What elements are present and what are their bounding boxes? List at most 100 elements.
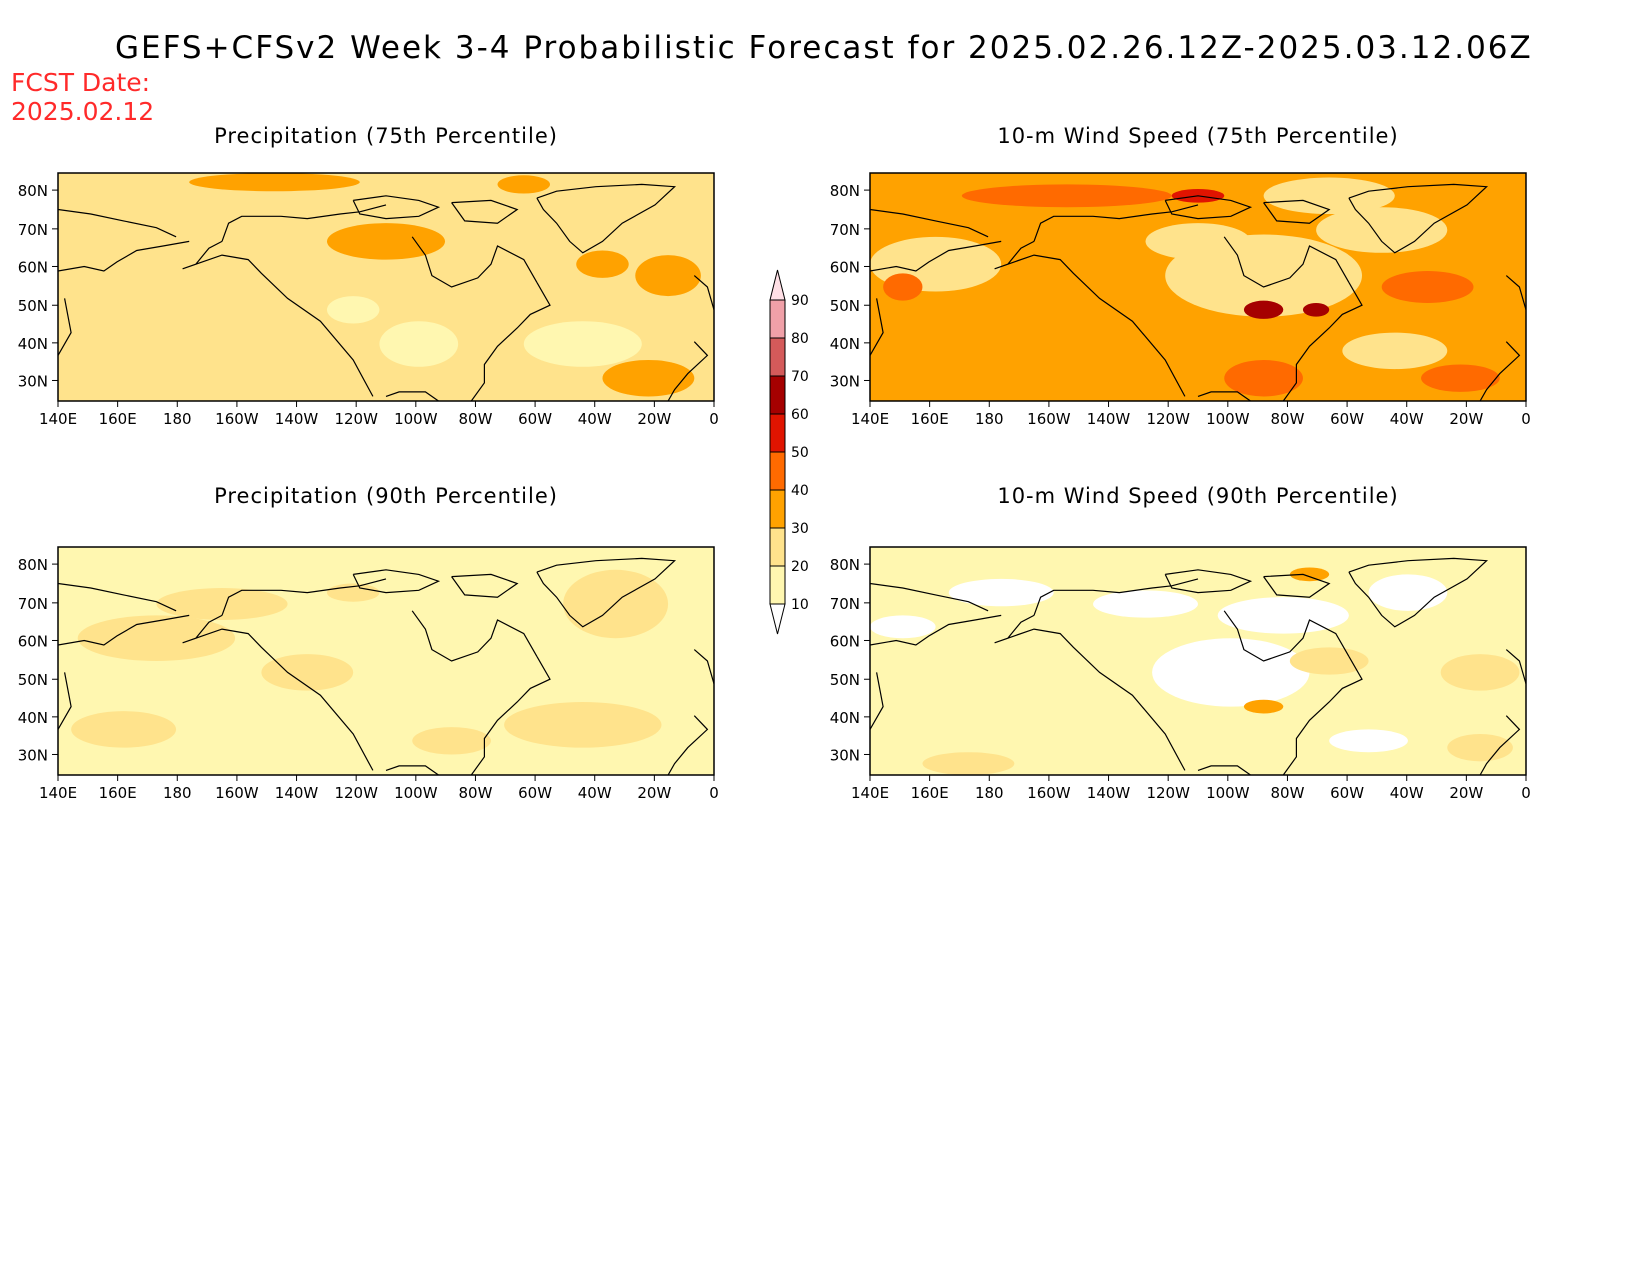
probability-region <box>497 175 550 194</box>
lat-label: 40N <box>18 335 48 353</box>
probability-region <box>523 321 642 367</box>
map-frame <box>869 172 1527 402</box>
probability-region <box>1447 733 1513 762</box>
colorbar-label: 40 <box>791 483 809 499</box>
colorbar-top-triangle <box>769 269 786 301</box>
colorbar-box <box>769 527 786 567</box>
lat-label: 50N <box>830 297 860 315</box>
probability-region <box>1093 590 1198 618</box>
colorbar-label: 90 <box>791 293 809 309</box>
coastline <box>221 578 387 616</box>
coastline <box>182 614 374 771</box>
fcst-date-value: 2025.02.12 <box>11 97 155 126</box>
coastline <box>1282 656 1363 775</box>
lon-label: 0 <box>709 784 719 802</box>
colorbar-label: 10 <box>791 597 809 613</box>
lon-label: 160E <box>99 410 137 428</box>
lat-label: 60N <box>18 632 48 650</box>
coastline <box>182 240 374 397</box>
panel-title-precip-90: Precipitation (90th Percentile) <box>214 484 558 508</box>
probability-region <box>635 255 701 297</box>
probability-region <box>189 173 360 192</box>
lon-label: 140W <box>275 784 319 802</box>
coastline <box>1164 195 1253 220</box>
lon-label: 140E <box>851 784 889 802</box>
lon-label: 0 <box>1521 410 1531 428</box>
lat-label: 70N <box>18 221 48 239</box>
lon-label: 120W <box>1146 784 1190 802</box>
colorbar-label: 60 <box>791 407 809 423</box>
probability-region <box>1368 574 1448 611</box>
coastline <box>470 282 551 401</box>
probability-region <box>870 615 936 639</box>
lon-label: 60W <box>518 410 552 428</box>
coastline <box>58 298 72 356</box>
coastline <box>870 614 1002 646</box>
lon-label: 60W <box>1330 410 1364 428</box>
lat-label: 40N <box>830 335 860 353</box>
lat-label: 30N <box>18 746 48 764</box>
coastline <box>470 656 551 775</box>
coastline <box>385 765 439 775</box>
coastline <box>1348 183 1489 254</box>
probability-region <box>326 223 446 260</box>
fcst-date-heading: FCST Date: <box>11 68 151 97</box>
probability-region <box>1381 271 1474 303</box>
lon-label: 100W <box>394 784 438 802</box>
lat-label: 30N <box>830 746 860 764</box>
probability-region <box>1243 300 1284 319</box>
probability-region <box>71 711 177 748</box>
map-frame <box>869 546 1527 776</box>
lon-label: 180 <box>975 784 1004 802</box>
lat-label: 50N <box>18 671 48 689</box>
probability-region <box>77 615 236 661</box>
colorbar-box <box>769 299 786 339</box>
lat-label: 60N <box>830 258 860 276</box>
probability-region <box>1440 654 1520 691</box>
lat-label: 70N <box>830 595 860 613</box>
coastline <box>1263 199 1331 224</box>
coastline <box>411 236 538 288</box>
map-area <box>58 173 714 401</box>
colorbar-box <box>769 413 786 453</box>
lat-label: 60N <box>830 632 860 650</box>
figure-title: GEFS+CFSv2 Week 3-4 Probabilistic Foreca… <box>115 30 1533 66</box>
lon-label: 160W <box>1027 784 1071 802</box>
coastline <box>870 298 884 356</box>
probability-region <box>379 321 459 367</box>
lon-label: 160E <box>911 410 949 428</box>
coastline <box>1479 341 1521 401</box>
lat-label: 70N <box>18 595 48 613</box>
lon-label: 140E <box>851 410 889 428</box>
coastline <box>411 610 538 662</box>
coastline <box>1197 391 1251 401</box>
coastline <box>385 391 439 401</box>
coastline <box>1505 275 1526 310</box>
lon-label: 40W <box>578 410 612 428</box>
coastline <box>451 199 519 224</box>
lon-label: 160W <box>215 784 259 802</box>
probability-region <box>1263 177 1395 215</box>
lon-label: 100W <box>394 410 438 428</box>
panel-title-wind-75: 10-m Wind Speed (75th Percentile) <box>997 124 1399 148</box>
coastline <box>58 240 190 272</box>
probability-region <box>1217 597 1349 634</box>
colorbar-box <box>769 337 786 377</box>
lon-label: 20W <box>1449 784 1483 802</box>
lat-label: 80N <box>830 556 860 574</box>
probability-region <box>1342 332 1448 370</box>
coastline <box>451 573 519 598</box>
coastline <box>870 582 989 612</box>
coastline <box>1197 765 1251 775</box>
coastline <box>1505 649 1526 684</box>
coastline <box>667 341 709 401</box>
lon-label: 120W <box>1146 410 1190 428</box>
coastline <box>870 672 884 730</box>
coastline <box>994 240 1186 397</box>
coastline <box>870 240 1002 272</box>
colorbar-box <box>769 375 786 415</box>
coastline <box>1479 715 1521 775</box>
lon-label: 20W <box>637 410 671 428</box>
lon-label: 160E <box>911 784 949 802</box>
lat-label: 80N <box>18 182 48 200</box>
